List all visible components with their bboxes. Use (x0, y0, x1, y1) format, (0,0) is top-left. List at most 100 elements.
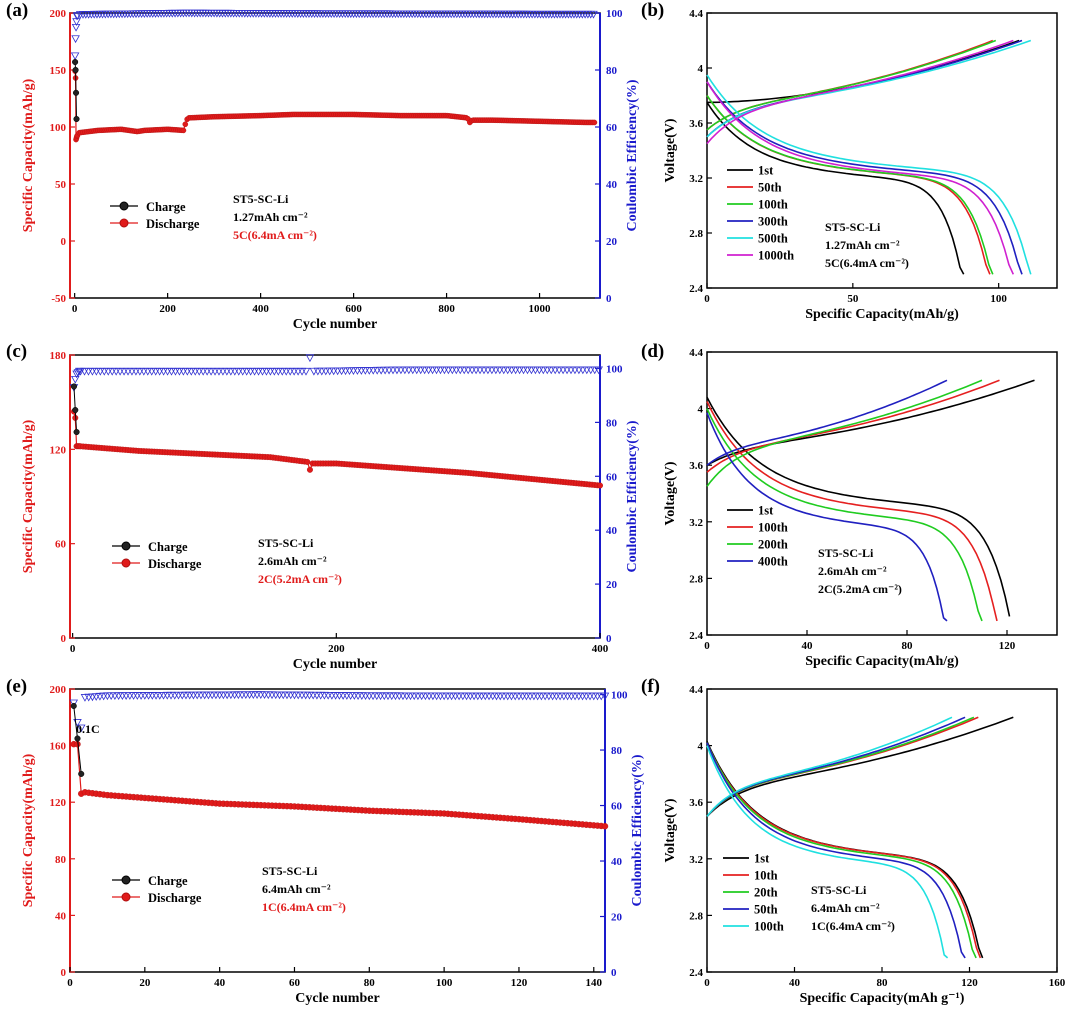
curve-f-3 (706, 716, 966, 959)
ce-point (540, 692, 550, 701)
y-tick-label: 4 (698, 63, 704, 75)
panel-label: (c) (6, 341, 27, 362)
ce-point (447, 692, 456, 701)
annotation-cell: ST5-SC-Li (262, 864, 318, 878)
ce-point (589, 10, 598, 19)
ce-point (376, 692, 385, 701)
ce-point (477, 692, 486, 701)
x-tick-label: 120 (961, 977, 978, 989)
charge-series-c (70, 383, 80, 436)
ce-point (301, 691, 310, 700)
panel-label: (a) (6, 0, 28, 21)
y-tick-label: 80 (55, 854, 67, 866)
charge-curve (706, 379, 1000, 473)
ce-point (215, 691, 224, 700)
ce-point (275, 691, 284, 700)
x-tick-label: 0 (70, 643, 76, 655)
ce-point (582, 692, 591, 701)
x-tick-label: 0 (704, 640, 710, 652)
legend-marker-charge (119, 201, 129, 211)
discharge-point (597, 482, 604, 489)
annotation-cell: ST5-SC-Li (258, 536, 314, 550)
discharge-series-a (72, 68, 598, 143)
ce-point (323, 691, 333, 700)
y2-tick-label: 100 (606, 363, 623, 375)
ce-point (365, 692, 374, 701)
y-tick-label: 100 (50, 122, 67, 134)
x-tick-label: 80 (877, 977, 889, 989)
ce-point (185, 691, 194, 700)
legend-label-charge: Charge (148, 874, 188, 888)
annotation-cell: ST5-SC-Li (811, 883, 867, 897)
ce-point (241, 691, 251, 700)
y2-tick-label: 40 (606, 179, 618, 191)
ce-point (417, 692, 426, 701)
curve-d-2 (706, 379, 983, 622)
ce-point (559, 692, 569, 701)
x-tick-label: 0 (704, 977, 710, 989)
legend-label-charge: Charge (148, 540, 188, 554)
ce-point (204, 691, 213, 700)
y-tick-label: 2.8 (689, 573, 703, 585)
ce-point (144, 692, 153, 700)
ce-point (106, 692, 116, 701)
ce-point (103, 692, 112, 701)
annotation-rate: 2C(5.2mA cm⁻²) (258, 572, 342, 586)
x-tick-label: 40 (802, 640, 814, 652)
annotation-cell: ST5-SC-Li (233, 192, 289, 206)
discharge-point (306, 466, 313, 473)
x-axis-label: Specific Capacity(mAh g⁻¹) (800, 991, 965, 1006)
charge-point (72, 89, 80, 96)
y-tick-label: 160 (50, 741, 67, 753)
ce-point (495, 692, 505, 701)
annotation-loading: 2.6mAh cm⁻² (818, 564, 887, 578)
ce-point (110, 692, 120, 701)
ce-point (219, 691, 228, 700)
y-tick-label: 50 (55, 179, 67, 191)
y2-axis-label: Coulombic Efficiency(%) (625, 79, 640, 231)
ce-point (308, 691, 318, 700)
y2-tick-label: 0 (611, 967, 617, 979)
x-tick-label: 200 (328, 643, 345, 655)
ce-point (121, 692, 131, 700)
legend-marker-discharge (121, 558, 131, 568)
ce-point (335, 692, 344, 700)
y-tick-label: 4 (698, 741, 704, 753)
x-tick-label: 0 (72, 303, 78, 315)
ce-point (170, 691, 180, 700)
x-axis-label: Cycle number (295, 991, 379, 1006)
charge-curve (706, 379, 983, 487)
y-axis-label: Specific Capacity(mAh/g) (21, 78, 36, 232)
annotation-loading: 6.4mAh cm⁻² (262, 882, 331, 896)
y2-tick-label: 0 (606, 293, 612, 305)
ce-point (406, 692, 415, 701)
charge-point (74, 735, 81, 742)
x-tick-label: 160 (1049, 977, 1066, 989)
y2-tick-label: 100 (611, 690, 628, 702)
ce-point (402, 692, 411, 701)
ce-point (578, 692, 587, 701)
annotation-rate: 1C(6.4mA cm⁻²) (811, 919, 895, 933)
ce-point (548, 692, 557, 701)
y-tick-label: 150 (50, 65, 67, 77)
y-tick-label: 4.4 (689, 684, 703, 696)
ce-point (518, 692, 527, 701)
legend-label: 1000th (758, 249, 794, 263)
y-tick-label: -50 (51, 293, 66, 305)
charge-curve (706, 39, 997, 131)
ce-point (331, 692, 340, 700)
x-tick-label: 0 (67, 977, 73, 989)
charge-point (72, 66, 79, 74)
discharge-series-c (70, 408, 604, 489)
ce-point (510, 692, 520, 701)
ce-point (525, 692, 535, 701)
legend-marker-charge (121, 541, 131, 551)
discharge-point (182, 121, 189, 128)
discharge-point (601, 823, 609, 830)
ce-point (76, 724, 86, 733)
ce-point (260, 691, 269, 700)
y-tick-label: 4 (698, 404, 704, 416)
ce-point (125, 692, 135, 700)
y-axis-label: Voltage(V) (663, 118, 678, 182)
